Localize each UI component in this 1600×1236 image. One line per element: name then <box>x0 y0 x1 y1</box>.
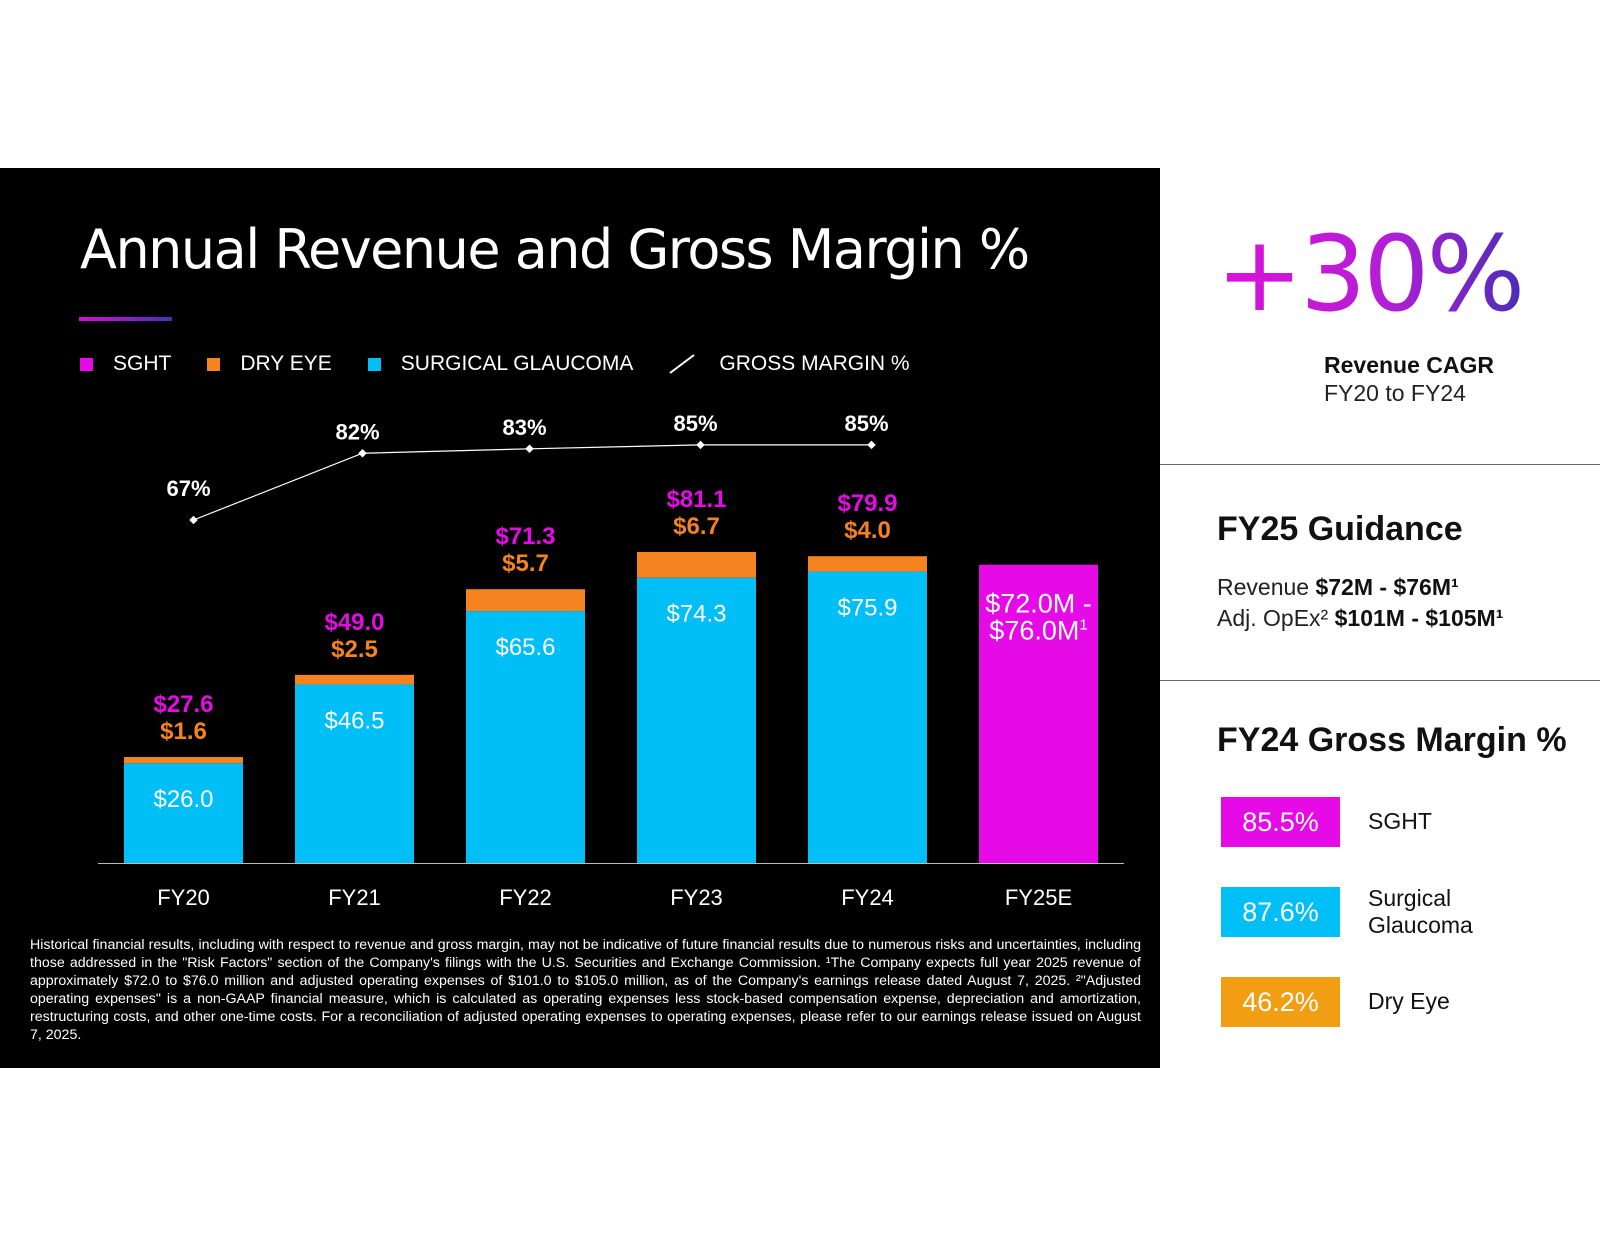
guidance-title: FY25 Guidance <box>1217 510 1463 548</box>
data-label-sght-total: $81.1 <box>666 486 726 513</box>
gross-margin-point <box>867 440 876 450</box>
forecast-label-line1: $72.0M - <box>985 589 1092 619</box>
bar-dry-eye <box>295 674 414 685</box>
revenue-chart: $26.0 $27.6$1.6 FY20 $46.5 $49.0$2.5 FY21 $65.… <box>98 411 1124 910</box>
bar-surgical-glaucoma <box>466 611 585 863</box>
legend-label-surgical-glaucoma: SURGICAL GLAUCOMA <box>400 352 634 375</box>
data-label-surgical-glaucoma: $74.3 <box>666 601 726 628</box>
gross-margin-point <box>189 515 198 525</box>
data-label-sght-total: $49.0 <box>324 609 384 636</box>
gross-margin-point <box>696 440 705 450</box>
chart-panel: Annual Revenue and Gross Margin % SGHT D… <box>0 168 1160 1068</box>
legend-item-sght: SGHT <box>80 352 171 376</box>
legend-label-gross-margin: GROSS MARGIN % <box>719 352 910 375</box>
footnote-marker: 1 <box>1079 617 1087 634</box>
data-label-surgical-glaucoma: $26.0 <box>153 786 213 813</box>
data-label-sght-total: $27.6 <box>153 691 213 718</box>
x-tick-label: FY23 <box>670 885 723 910</box>
legend-swatch-surgical-glaucoma <box>367 357 381 371</box>
legend-item-gross-margin: GROSS MARGIN % <box>669 352 910 376</box>
chart-legend: SGHT DRY EYE SURGICAL GLAUCOMA GROSS MAR… <box>80 350 946 378</box>
bar-surgical-glaucoma <box>808 571 927 863</box>
gross-margin-label: 82% <box>335 419 379 444</box>
gross-margin-label: 85% <box>673 411 717 436</box>
gross-margin-point <box>525 444 534 454</box>
guidance-revenue: Revenue $72M - $76M¹ <box>1217 574 1459 601</box>
data-label-dry-eye: $4.0 <box>844 517 891 544</box>
data-label-dry-eye: $5.7 <box>502 550 549 577</box>
guidance-opex-label: Adj. OpEx² <box>1217 605 1335 631</box>
cagr-label: Revenue CAGR <box>1324 352 1494 378</box>
bar-surgical-glaucoma <box>295 684 414 863</box>
x-tick-label: FY21 <box>328 885 381 910</box>
footnote: Historical financial results, including … <box>30 937 1141 1043</box>
bar-surgical-glaucoma <box>124 763 243 863</box>
cagr-period: FY20 to FY24 <box>1324 380 1466 406</box>
gross-margin-label: 85% <box>844 411 888 436</box>
legend-label-dry-eye: DRY EYE <box>240 352 332 375</box>
bar-dry-eye <box>637 551 756 578</box>
data-label-sght-total: $79.9 <box>837 490 897 517</box>
x-tick-label: FY20 <box>157 885 210 910</box>
margin-label-sght: SGHT <box>1368 808 1432 834</box>
data-label-dry-eye: $1.6 <box>160 718 207 745</box>
divider <box>1160 464 1600 465</box>
data-label-surgical-glaucoma: $75.9 <box>837 595 897 622</box>
bar-dry-eye <box>124 757 243 764</box>
x-tick-label: FY24 <box>841 885 894 910</box>
guidance-revenue-value: $72M - $76M¹ <box>1315 574 1459 600</box>
gross-margin-label: 83% <box>502 415 546 440</box>
cagr-value: +30% <box>1216 213 1525 335</box>
divider <box>1160 680 1600 681</box>
legend-item-surgical-glaucoma: SURGICAL GLAUCOMA <box>367 352 634 376</box>
chart-title: Annual Revenue and Gross Margin % <box>80 218 1030 281</box>
data-label-sght-total: $71.3 <box>495 523 555 550</box>
data-label-dry-eye: $2.5 <box>331 636 378 663</box>
margins-title: FY24 Gross Margin % <box>1217 721 1567 759</box>
data-label-dry-eye: $6.7 <box>673 513 720 540</box>
margin-label-surgical-glaucoma: Surgical Glaucoma <box>1368 885 1473 938</box>
margin-label-dry-eye: Dry Eye <box>1368 988 1450 1014</box>
data-label-surgical-glaucoma: $65.6 <box>495 634 555 661</box>
guidance-revenue-label: Revenue <box>1217 574 1316 600</box>
bar-dry-eye <box>466 589 585 612</box>
margin-badge-sght: 85.5% <box>1221 797 1340 847</box>
forecast-label-line2: $76.0M1 <box>989 616 1087 646</box>
legend-label-sght: SGHT <box>113 352 172 375</box>
bar-surgical-glaucoma <box>637 577 756 863</box>
gross-margin-point <box>358 449 367 458</box>
title-accent-bar <box>79 317 172 321</box>
x-tick-label: FY25E <box>1005 885 1072 910</box>
bar-forecast-sght <box>979 564 1098 863</box>
bar-dry-eye <box>808 556 927 572</box>
legend-swatch-dry-eye <box>207 357 221 371</box>
guidance-opex: Adj. OpEx² $101M - $105M¹ <box>1217 605 1503 632</box>
gross-margin-label: 67% <box>166 476 210 501</box>
x-tick-label: FY22 <box>499 885 552 910</box>
margin-badge-surgical-glaucoma: 87.6% <box>1221 887 1340 937</box>
data-label-surgical-glaucoma: $46.5 <box>324 707 384 734</box>
legend-swatch-sght <box>80 357 93 371</box>
margin-badge-dry-eye: 46.2% <box>1221 977 1340 1027</box>
legend-item-dry-eye: DRY EYE <box>207 352 332 376</box>
guidance-opex-value: $101M - $105M¹ <box>1334 605 1504 631</box>
gross-margin-line <box>193 444 872 521</box>
line-icon <box>669 354 695 374</box>
